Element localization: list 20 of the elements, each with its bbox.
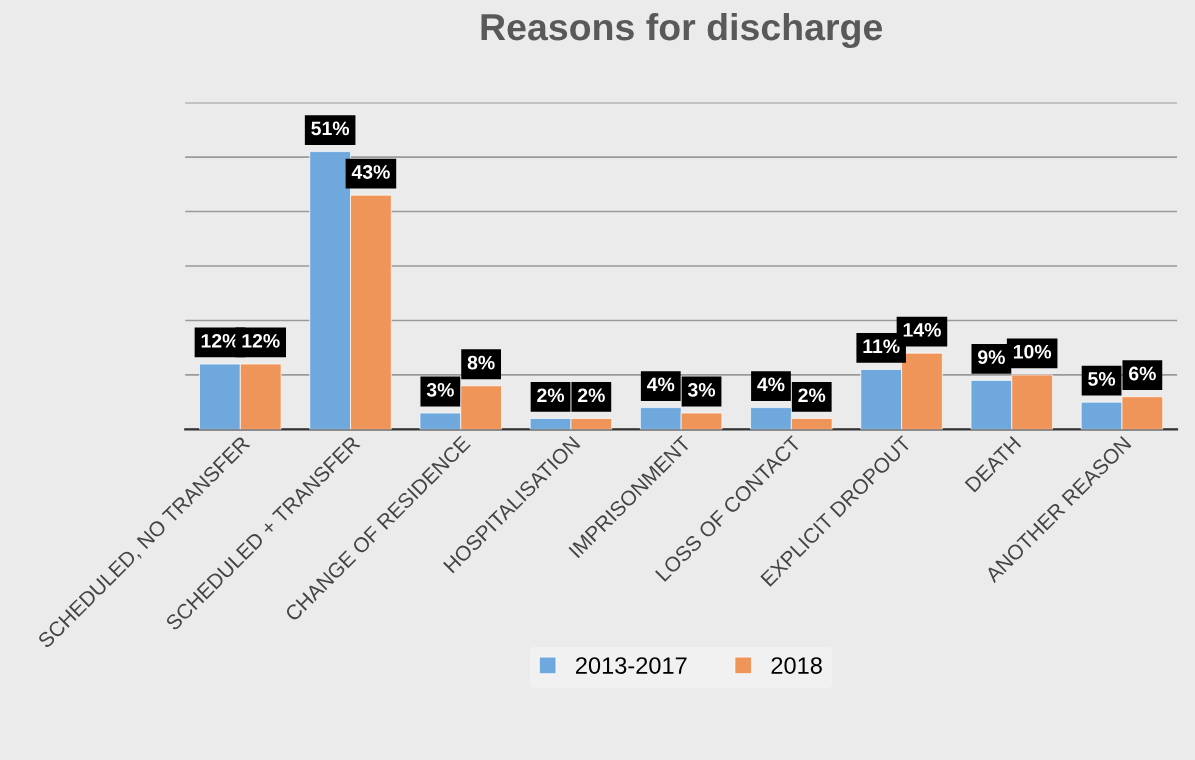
data-label: 14% xyxy=(903,323,941,337)
data-label: 10% xyxy=(1013,344,1052,359)
legend-label: 2013-2017 xyxy=(576,657,687,674)
data-label: 2% xyxy=(577,388,605,403)
data-label: 4% xyxy=(757,377,785,392)
data-label: 5% xyxy=(1088,372,1116,386)
data-label: 6% xyxy=(1129,366,1156,381)
data-label: 2% xyxy=(537,388,565,403)
data-label: 9% xyxy=(978,350,1005,365)
data-label: 8% xyxy=(467,355,495,370)
data-label: 11% xyxy=(863,339,900,354)
data-label: 3% xyxy=(426,382,454,397)
data-label: 4% xyxy=(647,377,675,392)
data-label: 3% xyxy=(687,382,716,397)
chart-title: Reasons for discharge xyxy=(481,12,883,49)
data-label: 12% xyxy=(242,333,280,348)
legend-label: 2018 xyxy=(771,657,822,674)
data-label: 2% xyxy=(798,388,826,403)
data-label: 43% xyxy=(351,165,390,179)
data-label: 51% xyxy=(311,121,350,136)
